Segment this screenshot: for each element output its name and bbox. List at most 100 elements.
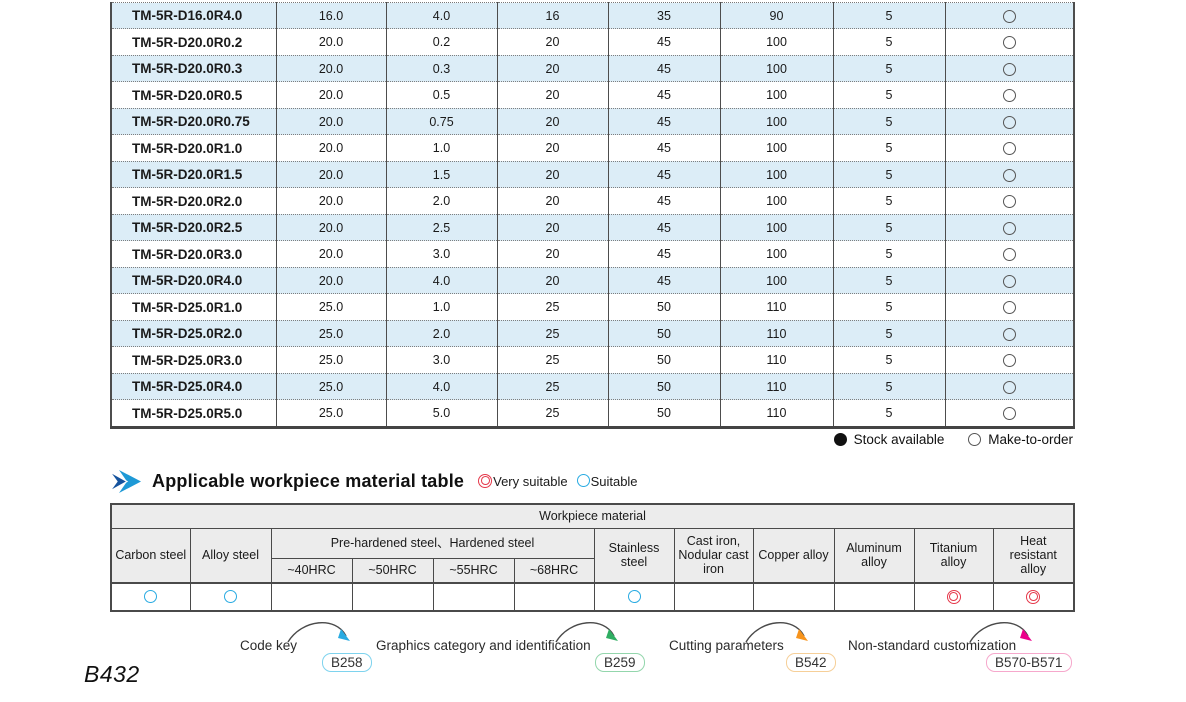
value-cell: 5 xyxy=(833,134,946,162)
value-cell: 5 xyxy=(833,54,946,82)
col-alloy-steel: Alloy steel xyxy=(189,527,272,584)
size-table-body: TM-5R-D16.0R4.0 16.0 4.0 16 35 90 5 TM-5R-D20.0… xyxy=(111,2,1074,428)
col-titanium-alloy: Titanium alloy xyxy=(913,527,994,584)
stock-cell xyxy=(945,213,1074,241)
value-cell: 0.75 xyxy=(386,107,498,135)
make-to-order-icon xyxy=(1002,274,1016,288)
col-40hrc: ~40HRC xyxy=(270,557,353,584)
value-cell: 20 xyxy=(497,107,609,135)
model-cell: TM-5R-D20.0R2.0 xyxy=(111,187,277,215)
rating-cell xyxy=(351,582,434,612)
col-copper-alloy: Copper alloy xyxy=(752,527,835,584)
suitable-icon xyxy=(144,590,158,604)
page-ref-badge[interactable]: B570-B571 xyxy=(986,653,1072,672)
page-ref-badge[interactable]: B259 xyxy=(595,653,645,672)
double-chevron-icon xyxy=(110,469,141,493)
value-cell: 20.0 xyxy=(276,187,387,215)
value-cell: 3.0 xyxy=(386,346,498,374)
size-table-row: TM-5R-D20.0R4.0 20.0 4.0 20 45 100 5 xyxy=(111,266,1074,294)
rating-cell xyxy=(673,582,754,612)
page-ref-badge[interactable]: B258 xyxy=(322,653,372,672)
value-cell: 20.0 xyxy=(276,160,387,188)
size-table-row: TM-5R-D25.0R3.0 25.0 3.0 25 50 110 5 xyxy=(111,346,1074,374)
make-to-order-icon xyxy=(1002,407,1016,421)
value-cell: 20.0 xyxy=(276,28,387,56)
make-to-order-icon xyxy=(1002,221,1016,235)
value-cell: 50 xyxy=(608,319,721,347)
value-cell: 100 xyxy=(720,81,834,109)
make-to-order-legend: Make-to-order xyxy=(968,432,1073,447)
value-cell: 5 xyxy=(833,346,946,374)
value-cell: 1.0 xyxy=(386,134,498,162)
value-cell: 16.0 xyxy=(276,2,387,29)
make-to-order-icon xyxy=(1002,36,1016,50)
value-cell: 20 xyxy=(497,187,609,215)
value-cell: 20 xyxy=(497,54,609,82)
value-cell: 50 xyxy=(608,399,721,428)
value-cell: 5 xyxy=(833,28,946,56)
col-68hrc: ~68HRC xyxy=(513,557,595,584)
value-cell: 5.0 xyxy=(386,399,498,428)
model-cell: TM-5R-D25.0R3.0 xyxy=(111,346,277,374)
value-cell: 16 xyxy=(497,2,609,29)
value-cell: 100 xyxy=(720,54,834,82)
stock-cell xyxy=(945,346,1074,374)
stock-cell xyxy=(945,3,1074,29)
model-cell: TM-5R-D20.0R0.2 xyxy=(111,28,277,56)
non-standard-label: Non-standard customization xyxy=(848,638,1017,653)
page-ref-badge[interactable]: B542 xyxy=(786,653,836,672)
rating-cell xyxy=(992,582,1075,612)
value-cell: 45 xyxy=(608,213,721,241)
stock-cell xyxy=(945,187,1074,215)
make-to-order-icon xyxy=(1002,9,1016,23)
value-cell: 20 xyxy=(497,28,609,56)
make-to-order-icon xyxy=(1002,89,1016,103)
value-cell: 45 xyxy=(608,240,721,268)
material-group-header-row: Carbon steel Alloy steel Pre-hardened st… xyxy=(110,527,1075,584)
rating-cell xyxy=(593,582,675,612)
stock-available-legend: Stock available xyxy=(833,432,944,447)
workpiece-material-header: Workpiece material xyxy=(110,503,1075,529)
value-cell: 110 xyxy=(720,372,834,400)
col-hardened-steel-group: Pre-hardened steel、Hardened steel xyxy=(270,527,595,559)
value-cell: 35 xyxy=(608,2,721,29)
size-table-row: TM-5R-D25.0R1.0 25.0 1.0 25 50 110 5 xyxy=(111,293,1074,321)
model-cell: TM-5R-D20.0R4.0 xyxy=(111,266,277,294)
value-cell: 25 xyxy=(497,293,609,321)
col-50hrc: ~50HRC xyxy=(351,557,434,584)
value-cell: 5 xyxy=(833,266,946,294)
model-cell: TM-5R-D25.0R5.0 xyxy=(111,399,277,428)
value-cell: 45 xyxy=(608,28,721,56)
curved-arrow-icon xyxy=(969,622,1032,643)
value-cell: 5 xyxy=(833,399,946,428)
make-to-order-icon xyxy=(1002,195,1016,209)
stock-cell xyxy=(945,107,1074,135)
value-cell: 100 xyxy=(720,240,834,268)
model-cell: TM-5R-D25.0R2.0 xyxy=(111,319,277,347)
stock-cell xyxy=(945,399,1074,428)
model-cell: TM-5R-D20.0R0.75 xyxy=(111,107,277,135)
size-table-row: TM-5R-D20.0R3.0 20.0 3.0 20 45 100 5 xyxy=(111,240,1074,268)
curved-arrow-icon xyxy=(745,622,808,643)
value-cell: 20.0 xyxy=(276,213,387,241)
suitable-legend: Suitable xyxy=(576,473,638,489)
value-cell: 90 xyxy=(720,2,834,29)
value-cell: 5 xyxy=(833,293,946,321)
value-cell: 45 xyxy=(608,134,721,162)
value-cell: 110 xyxy=(720,346,834,374)
curved-arrow-icon xyxy=(555,622,618,643)
make-to-order-icon xyxy=(1002,115,1016,129)
suitable-label: Suitable xyxy=(590,473,638,489)
suitable-icon xyxy=(576,474,590,487)
very-suitable-legend: Very suitable xyxy=(478,473,568,489)
model-cell: TM-5R-D20.0R3.0 xyxy=(111,240,277,268)
value-cell: 100 xyxy=(720,187,834,215)
stock-cell xyxy=(945,319,1074,347)
value-cell: 20 xyxy=(497,213,609,241)
value-cell: 100 xyxy=(720,28,834,56)
value-cell: 5 xyxy=(833,160,946,188)
value-cell: 20.0 xyxy=(276,107,387,135)
model-cell: TM-5R-D25.0R1.0 xyxy=(111,293,277,321)
size-table-row: TM-5R-D20.0R1.0 20.0 1.0 20 45 100 5 xyxy=(111,134,1074,162)
